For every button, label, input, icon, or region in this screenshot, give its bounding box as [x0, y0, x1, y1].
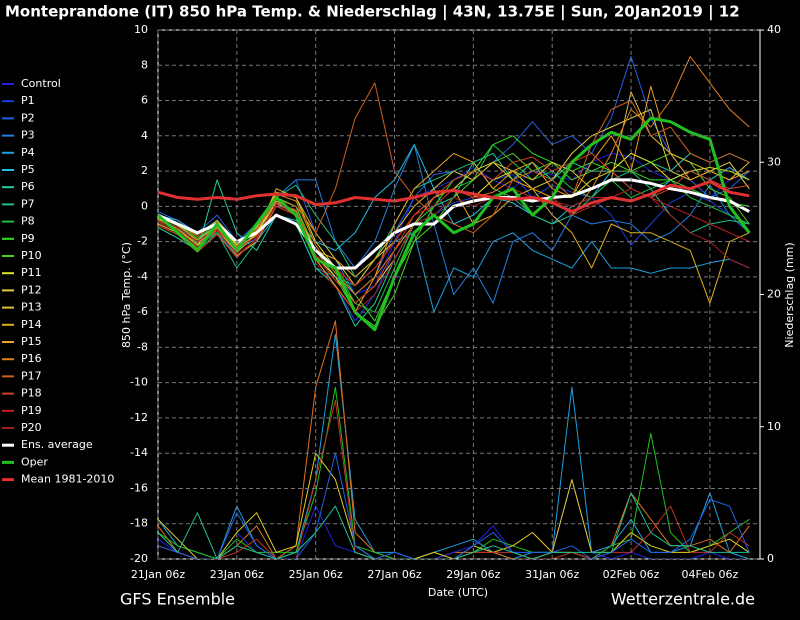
legend-label: P11 [21, 266, 42, 279]
y-tick-label: 8 [141, 58, 148, 71]
series-line [158, 452, 750, 559]
legend-label: Mean 1981-2010 [21, 473, 114, 486]
y-tick-label: -20 [130, 552, 148, 565]
x-tick-label: 25Jan 06z [289, 568, 343, 581]
y-tick-label: -8 [137, 340, 148, 353]
plot-area [157, 29, 761, 560]
legend-label: P20 [21, 421, 42, 434]
y-tick-label: 2 [141, 164, 148, 177]
legend-label: P2 [21, 111, 35, 124]
y2-tick-label: 20 [767, 288, 781, 301]
y-tick-label: -18 [130, 517, 148, 530]
x-tick-label: 29Jan 06z [446, 568, 500, 581]
legend-label: P5 [21, 163, 35, 176]
series-line [158, 180, 750, 214]
y2-tick-label: 40 [767, 23, 781, 36]
series-line [158, 492, 750, 559]
legend-label: P16 [21, 352, 42, 365]
legend-label: P19 [21, 404, 42, 417]
x-axis-label: Date (UTC) [428, 586, 488, 599]
legend-label: P15 [21, 335, 42, 348]
series-line [158, 452, 750, 559]
chart-title: Monteprandone (IT) 850 hPa Temp. & Niede… [5, 3, 740, 22]
y-tick-label: -16 [130, 481, 148, 494]
y-axis-label: 850 hPa Temp. (°C) [120, 242, 133, 348]
legend-label: P7 [21, 197, 35, 210]
x-tick-label: 04Feb 06z [682, 568, 739, 581]
footer-left: GFS Ensemble [120, 590, 235, 609]
y2-axis-label: Niederschlag (mm) [783, 242, 796, 347]
legend-label: P14 [21, 318, 42, 331]
y-tick-label: -6 [137, 305, 148, 318]
legend-label: Control [21, 77, 61, 90]
legend-label: P6 [21, 180, 35, 193]
y2-tick-label: 10 [767, 420, 781, 433]
legend-label: P13 [21, 301, 42, 314]
legend-label: P12 [21, 283, 42, 296]
legend-label: P4 [21, 146, 35, 159]
y-tick-label: -10 [130, 376, 148, 389]
y-tick-label: -4 [137, 270, 148, 283]
y-tick-label: -14 [130, 446, 148, 459]
x-tick-label: 21Jan 06z [131, 568, 185, 581]
footer-right: Wetterzentrale.de [611, 590, 755, 609]
legend-label: P10 [21, 249, 42, 262]
y-tick-label: -2 [137, 235, 148, 248]
series-line [158, 188, 750, 313]
y-tick-label: 4 [141, 129, 148, 142]
x-tick-label: 27Jan 06z [367, 568, 421, 581]
x-tick-label: 23Jan 06z [210, 568, 264, 581]
legend-label: Ens. average [21, 438, 93, 451]
y-tick-label: -12 [130, 411, 148, 424]
legend-label: P1 [21, 94, 35, 107]
legend-label: P18 [21, 387, 42, 400]
legend-label: Oper [21, 455, 48, 468]
legend-label: P8 [21, 215, 35, 228]
y-tick-label: 6 [141, 94, 148, 107]
legend-label: P3 [21, 129, 35, 142]
x-tick-label: 31Jan 06z [525, 568, 579, 581]
y2-tick-label: 30 [767, 155, 781, 168]
x-tick-label: 02Feb 06z [603, 568, 660, 581]
series-line [158, 116, 751, 332]
legend-label: P17 [21, 369, 42, 382]
legend-label: P9 [21, 232, 35, 245]
y-tick-label: 10 [134, 23, 148, 36]
y-tick-label: 0 [141, 199, 148, 212]
y2-tick-label: 0 [767, 552, 774, 565]
